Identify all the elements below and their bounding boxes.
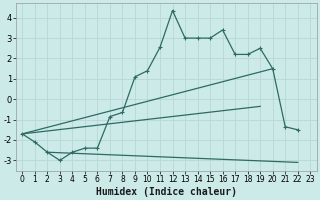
X-axis label: Humidex (Indice chaleur): Humidex (Indice chaleur) xyxy=(96,186,237,197)
